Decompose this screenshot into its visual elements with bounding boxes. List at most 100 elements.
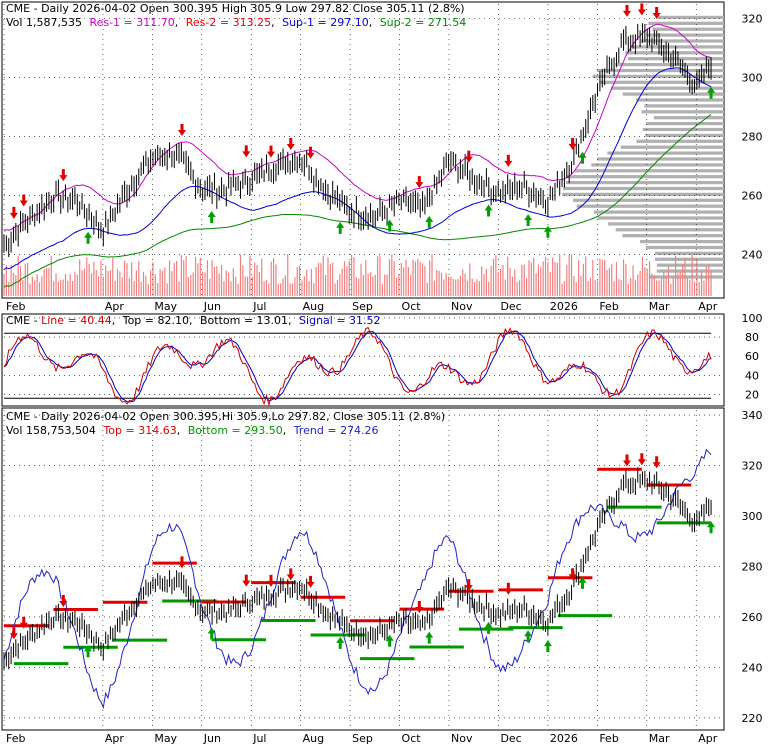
- trend-legend-line2: Vol 158,753,504 Top = 314.63, Bottom = 2…: [6, 424, 379, 437]
- price-x-tick-aug: Aug: [303, 300, 324, 313]
- profile-bar-300: [592, 74, 724, 79]
- trend-y-tick-220: 220: [742, 712, 763, 725]
- profile-bar-290: [644, 104, 724, 108]
- price-x-tick-may: May: [154, 300, 177, 313]
- stoch-y-tick-80: 80: [745, 331, 759, 344]
- sell-arrow: [178, 123, 186, 136]
- buy-arrow: [425, 215, 434, 228]
- trend-buy-arrow: [524, 630, 533, 643]
- trend-buy-arrow: [543, 640, 552, 653]
- stoch-legend-line: Line = 40.44: [41, 314, 112, 327]
- profile-bar-252: [597, 216, 724, 220]
- trend-y-ticks: 220 240 260 280 300 320 340: [742, 409, 763, 725]
- trend-y-tick-340: 340: [742, 409, 763, 422]
- profile-bar-312: [640, 39, 724, 43]
- trend-x-tick-jul: Jul: [252, 732, 266, 745]
- profile-bar-238: [655, 257, 724, 261]
- profile-bar-248: [615, 228, 724, 232]
- buy-arrow: [84, 231, 93, 244]
- stoch-y-tick-60: 60: [745, 350, 759, 363]
- price-panel: 240 260 280 300 320 Feb Apr May Jun Jul Aug Sep Oct…: [1, 1, 763, 313]
- trend-x-tick-aug: Aug: [303, 732, 324, 745]
- stoch-main-line: [3, 326, 712, 407]
- profile-bar-256: [576, 204, 724, 208]
- trend-sell-arrow: [568, 568, 577, 581]
- trend-panel-frame: [1, 407, 725, 731]
- price-x-tick-feb: Feb: [599, 300, 618, 313]
- stoch-y-tick-20: 20: [745, 388, 759, 401]
- price-x-tick-oct: Oct: [402, 300, 422, 313]
- trend-buy-arrow: [385, 634, 394, 647]
- stochastic-panel-frame: [1, 313, 725, 407]
- profile-bar-282: [642, 127, 724, 132]
- trend-y-tick-300: 300: [742, 510, 763, 523]
- buy-arrow: [336, 221, 345, 234]
- trend-lines: [3, 448, 712, 710]
- volume-bars: [3, 254, 712, 296]
- stochastic-legend: CME - Line = 40.44, Top = 82.10, Bottom …: [6, 314, 381, 327]
- profile-bar-284: [646, 121, 724, 126]
- trend-sell-arrow: [178, 556, 186, 569]
- sell-arrow: [504, 154, 513, 167]
- sell-arrow: [623, 4, 631, 17]
- trend-x-tick-dec: Dec: [500, 732, 521, 745]
- trend-buy-arrow: [425, 631, 434, 644]
- profile-bar-236: [656, 263, 724, 267]
- trend-x-tick-jun: Jun: [203, 732, 221, 745]
- trend-levels: [4, 467, 712, 666]
- signal-arrows: [9, 3, 716, 244]
- trend-x-tick-sep: Sep: [352, 732, 373, 745]
- sell-arrow: [19, 194, 28, 207]
- profile-bar-294: [622, 92, 724, 96]
- sell-arrow: [286, 138, 295, 151]
- trend-x-tick-apr: Apr: [698, 732, 718, 745]
- profile-bar-258: [573, 198, 724, 202]
- trend-buy-arrow: [707, 521, 716, 534]
- price-x-tick-nov: Nov: [451, 300, 473, 313]
- buy-arrow: [578, 151, 587, 164]
- profile-bar-260: [562, 192, 724, 197]
- profile-bar-302: [596, 68, 724, 73]
- trend-sell-arrow: [286, 568, 295, 581]
- profile-bar-272: [596, 157, 724, 161]
- profile-bar-254: [593, 210, 724, 214]
- trend-x-ticks: Feb Apr May Jun Jul Aug Sep Oct Nov Dec 2026 Feb Mar…: [6, 732, 718, 745]
- profile-bar-270: [591, 163, 724, 167]
- trend-y-tick-240: 240: [742, 661, 763, 674]
- trend-buy-arrow: [84, 645, 93, 658]
- price-x-tick-apr: Apr: [105, 300, 125, 313]
- price-x-tick-jul: Jul: [252, 300, 266, 313]
- price-legend-line1: CME - Daily 2026-04-02 Open 300.395 High…: [6, 2, 465, 15]
- stochastic-panel: 20 40 60 80 100 CME - Line = 40.44, Top = 82…: [1, 312, 763, 407]
- profile-bar-246: [622, 234, 724, 238]
- trend-sell-arrow: [242, 574, 251, 587]
- profile-bar-262: [563, 186, 724, 191]
- price-x-tick-dec: Dec: [500, 300, 521, 313]
- trend-sell-arrow: [637, 453, 646, 466]
- trend-arrows: [9, 453, 716, 658]
- stoch-legend-name: CME -: [6, 314, 41, 327]
- trend-buy-arrow: [484, 621, 493, 634]
- stochastic-lines: [3, 326, 712, 407]
- trend-x-tick-feb: Feb: [599, 732, 618, 745]
- price-x-tick-2026: 2026: [550, 300, 578, 313]
- trend-sell-arrow: [623, 454, 631, 467]
- price-bars: [3, 23, 712, 258]
- trend-y-tick-260: 260: [742, 611, 763, 624]
- trend-price-bars: [3, 467, 712, 670]
- stochastic-y-ticks: 20 40 60 80 100: [742, 312, 763, 402]
- profile-bar-310: [631, 45, 724, 49]
- trend-line: [3, 448, 712, 710]
- sell-arrow: [652, 7, 661, 20]
- trend-sell-arrow: [59, 595, 68, 608]
- sell-arrow: [568, 137, 577, 150]
- buy-arrow: [207, 210, 216, 223]
- price-y-tick-280: 280: [742, 131, 763, 144]
- profile-bar-264: [566, 180, 724, 185]
- trend-sell-arrow: [267, 574, 275, 587]
- profile-bar-244: [640, 239, 724, 244]
- trend-sell-arrow: [652, 456, 661, 469]
- stoch-legend-signal: Signal = 31.52: [299, 314, 381, 327]
- trend-legend-bottom: Bottom = 293.50: [188, 424, 283, 437]
